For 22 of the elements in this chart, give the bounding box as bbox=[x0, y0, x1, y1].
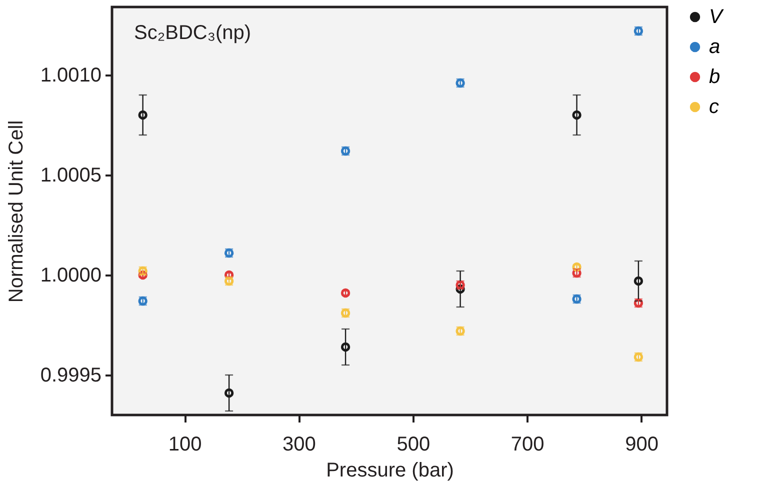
x-tick-label: 500 bbox=[396, 434, 430, 456]
legend-label: c bbox=[709, 96, 719, 118]
x-tick-label: 700 bbox=[510, 434, 544, 456]
x-axis-title: Pressure (bar) bbox=[326, 460, 454, 482]
legend-label: b bbox=[709, 66, 720, 88]
y-tick-label: 1.0000 bbox=[40, 264, 102, 286]
point bbox=[572, 262, 582, 272]
x-tick-label: 300 bbox=[282, 434, 316, 456]
text: Sc₂BDC₃(np) bbox=[134, 22, 252, 44]
point bbox=[340, 342, 350, 352]
legend-label: V bbox=[709, 6, 724, 28]
y-tick-label: 1.0005 bbox=[40, 164, 102, 186]
point bbox=[138, 110, 148, 120]
y-tick-label: 0.9995 bbox=[40, 364, 102, 386]
point bbox=[634, 276, 644, 286]
y-axis-title: Normalised Unit Cell bbox=[5, 120, 28, 303]
legend-label: a bbox=[709, 36, 720, 58]
x-tick-label: 900 bbox=[625, 434, 658, 456]
x-tick-label: 100 bbox=[168, 434, 202, 456]
y-tick-label: 1.0010 bbox=[40, 64, 102, 86]
point bbox=[224, 388, 234, 398]
point bbox=[572, 110, 582, 120]
